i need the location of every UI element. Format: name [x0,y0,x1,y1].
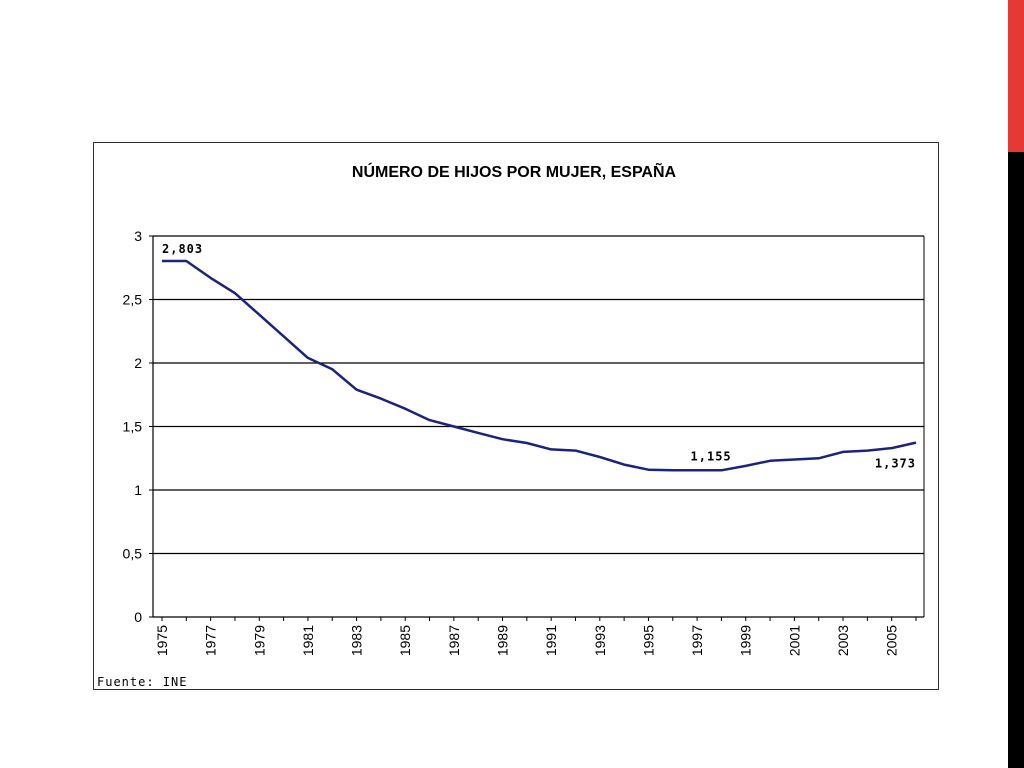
slide-accent-bar-black [1008,152,1024,768]
y-axis-ticks: 0 0,5 1 1,5 2 2,5 3 [123,228,153,625]
x-tick-label: 1997 [689,625,705,656]
y-tick-label: 0 [134,609,142,625]
x-tick-label: 1977 [203,625,219,656]
x-tick-label: 1993 [592,625,608,656]
x-tick-label: 2005 [884,625,900,656]
series-layer [162,259,917,472]
x-tick-label: 2001 [786,625,802,656]
data-label: 1,155 [691,449,732,463]
x-tick-label: 1983 [349,625,365,656]
x-tick-label: 1991 [543,625,559,656]
chart-title: NÚMERO DE HIJOS POR MUJER, ESPAÑA [352,161,677,181]
x-tick-label: 1989 [495,625,511,656]
y-tick-label: 1,5 [123,419,143,435]
y-tick-label: 2 [134,355,142,371]
y-tick-label: 1 [134,482,142,498]
data-label: 2,803 [162,242,203,256]
y-tick-label: 3 [134,228,142,244]
data-label-layer: 2,803 1,155 1,373 [162,242,916,471]
fertility-line-chart: NÚMERO DE HIJOS POR MUJER, ESPAÑA 0 0,5 1 1… [97,161,925,689]
x-tick-label: 2003 [835,625,851,656]
x-tick-label: 1987 [446,625,462,656]
x-tick-label: 1985 [397,625,413,656]
x-tick-label: 1981 [300,625,316,656]
data-label: 1,373 [875,457,916,471]
series-line [162,259,917,472]
x-axis-ticks: 1975 1977 1979 1981 1983 1985 1987 1989 1991 1993… [154,617,917,656]
x-tick-label: 1999 [738,625,754,656]
y-tick-label: 2,5 [123,292,143,308]
x-tick-label: 1975 [154,625,170,656]
y-tick-label: 0,5 [123,546,143,562]
grid-layer [152,235,925,618]
slide-accent-bar-red [1008,0,1024,152]
chart-frame: NÚMERO DE HIJOS POR MUJER, ESPAÑA 0 0,5 1 1… [93,142,939,690]
x-tick-label: 1979 [251,625,267,656]
source-note: Fuente: INE [97,675,187,689]
x-tick-label: 1995 [640,625,656,656]
